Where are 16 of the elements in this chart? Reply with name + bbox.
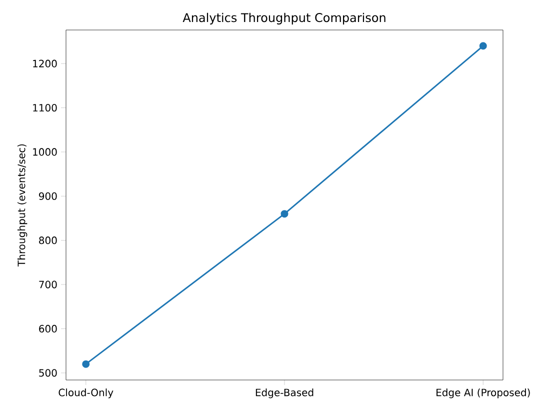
y-tick-label: 500 [39, 369, 57, 377]
point [479, 42, 487, 50]
point [82, 360, 90, 368]
x-tick-label: Edge-Based [256, 388, 314, 398]
y-tick-label: 1200 [33, 60, 57, 68]
y-axis-title: Throughput (events/sec) [17, 144, 28, 267]
y-tick-label: 1100 [33, 104, 57, 112]
x-tick-label: Edge AI (Proposed) [436, 388, 530, 398]
chart-title: Analytics Throughput Comparison [182, 12, 386, 24]
y-tick-label: 600 [39, 324, 57, 333]
x-tick-label: Cloud-Only [58, 388, 114, 398]
y-tick-label: 1000 [33, 148, 57, 156]
point [280, 210, 288, 218]
y-tick-label: 700 [39, 280, 57, 288]
y-tick-label: 800 [39, 236, 57, 244]
y-tick-label: 900 [39, 192, 57, 200]
